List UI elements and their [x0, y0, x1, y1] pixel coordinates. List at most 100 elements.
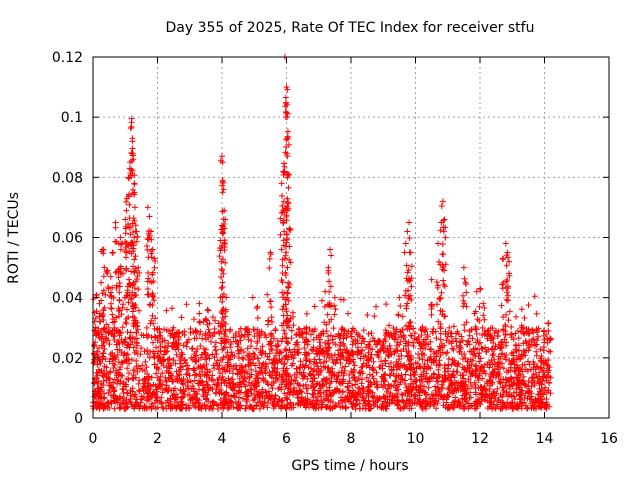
data-point-band [212, 317, 219, 324]
data-point-band [304, 390, 311, 397]
data-point-band [352, 402, 359, 409]
data-point-spike-fill [285, 297, 292, 304]
data-point-band [141, 380, 148, 387]
data-point-band [249, 294, 256, 301]
data-point-band [537, 396, 544, 403]
data-point-band [480, 385, 487, 392]
data-point-band [421, 361, 428, 368]
data-point-band [278, 405, 285, 412]
data-point-band [445, 330, 452, 337]
data-point-band [339, 396, 346, 403]
data-point-band [213, 360, 220, 367]
data-point-band [509, 382, 516, 389]
data-point-band [287, 399, 294, 406]
data-point-band [151, 390, 158, 397]
data-point-band [541, 387, 548, 394]
data-point-band [96, 391, 103, 398]
data-point-band [494, 385, 501, 392]
data-point-band [389, 397, 396, 404]
data-point-band [215, 366, 222, 373]
data-point-band [391, 393, 398, 400]
data-point-band [365, 398, 372, 405]
data-point-band [225, 336, 232, 343]
data-point-band [225, 354, 232, 361]
data-point-spike-fill [222, 306, 229, 313]
data-point-band [146, 389, 153, 396]
data-point-band [366, 371, 373, 378]
data-point-band [490, 368, 497, 375]
data-point-spike-fill [441, 267, 448, 274]
data-point-band [197, 328, 204, 335]
data-point-spike-fill [218, 285, 225, 292]
data-point-spike-fill [406, 275, 413, 282]
data-point-band [118, 400, 125, 407]
data-point-spike-fill [117, 241, 124, 248]
data-point-band [348, 333, 355, 340]
y-axis-title: ROTI / TECUs [6, 192, 22, 284]
data-point-band [126, 334, 133, 341]
data-point-band [491, 392, 498, 399]
data-point-spike-fill [267, 298, 274, 305]
data-point-band [349, 369, 356, 376]
data-point-spike-fill [401, 249, 408, 256]
data-point-band [366, 338, 373, 345]
data-point-band [461, 388, 468, 395]
data-point-band [100, 353, 107, 360]
data-point-band [469, 335, 476, 342]
data-point-band [359, 363, 366, 370]
data-point-band [175, 334, 182, 341]
data-point-band [264, 353, 271, 360]
data-point-band [439, 385, 446, 392]
data-point-spike-fill [219, 283, 226, 290]
data-point-band [422, 328, 429, 335]
data-point-band [450, 346, 457, 353]
data-point-band [228, 376, 235, 383]
data-point-band [369, 364, 376, 371]
data-point-band [159, 381, 166, 388]
data-point-spike-fill [460, 292, 467, 299]
data-point-band [416, 383, 423, 390]
data-point-band [91, 343, 98, 350]
data-point-band [167, 398, 174, 405]
data-point-spike-fill [111, 318, 118, 325]
data-point-band [173, 351, 180, 358]
data-point-band [252, 362, 259, 369]
data-point-spike-fill [480, 312, 487, 319]
data-point-band [165, 387, 172, 394]
data-point-band [441, 342, 448, 349]
data-point-band [184, 377, 191, 384]
data-point-band [261, 367, 268, 374]
data-point-band [460, 405, 467, 412]
data-point-band [376, 364, 383, 371]
data-point-band [268, 342, 275, 349]
data-point-spike-fill [281, 228, 288, 235]
data-point-band [256, 360, 263, 367]
data-point-band [200, 386, 207, 393]
data-point-spike-fill [123, 306, 130, 313]
data-point-band [363, 374, 370, 381]
data-point-band [351, 362, 358, 369]
data-point-spike-fill [120, 301, 127, 308]
data-point-spike-fill [283, 213, 290, 220]
data-point-band [173, 329, 180, 336]
data-point-band [484, 361, 491, 368]
data-point-band [443, 350, 450, 357]
x-axis-title: GPS time / hours [291, 458, 408, 474]
data-point-band [199, 335, 206, 342]
data-point-band [252, 394, 259, 401]
data-point-band [331, 388, 338, 395]
data-point-band [366, 402, 373, 409]
data-point-band [417, 345, 424, 352]
data-point-band [388, 360, 395, 367]
data-point-band [491, 369, 498, 376]
data-point-band [468, 383, 475, 390]
data-point-spike-fill [104, 270, 111, 277]
data-point-band [294, 341, 301, 348]
data-point-band [538, 385, 545, 392]
data-point-spike-fill [220, 230, 227, 237]
data-point-band [396, 356, 403, 363]
data-point-spike-fill [286, 243, 293, 250]
data-point-band [153, 388, 160, 395]
data-point-band [106, 375, 113, 382]
data-point-band [220, 398, 227, 405]
